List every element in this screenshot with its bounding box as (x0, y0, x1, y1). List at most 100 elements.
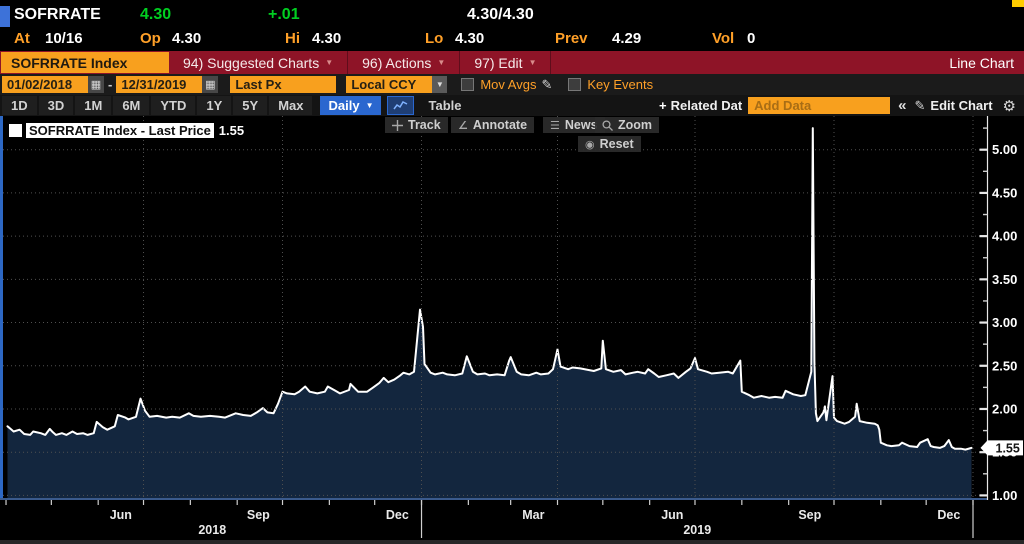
price-change: +.01 (268, 6, 300, 23)
related-data-button[interactable]: + Related Dat (659, 98, 743, 113)
field-label-vol: Vol (712, 30, 735, 47)
chart-legend: SOFRRATE Index - Last Price 1.55 (9, 122, 244, 138)
legend-value: 1.55 (218, 122, 245, 138)
mov-avgs-checkbox[interactable] (461, 78, 475, 91)
field-toolbar: 01/02/2018 ▦ - 12/31/2019 ▦ Last Px Loca… (0, 74, 1024, 95)
range-3d[interactable]: 3D (38, 96, 74, 115)
x-tick-label: Jun (110, 508, 132, 522)
plus-icon: + (659, 98, 667, 113)
menu-suggested-charts[interactable]: 94) Suggested Charts ▼ (169, 51, 349, 74)
track-button[interactable]: Track (385, 117, 448, 133)
field-value-at: 10/16 (45, 30, 83, 47)
price-field-select[interactable]: Last Px (230, 76, 337, 93)
y-tick-label: 3.50 (992, 272, 1017, 287)
line-chart-type-button[interactable] (387, 96, 415, 115)
date-range-dash: - (108, 77, 113, 92)
pencil-icon: ✎ (914, 97, 926, 113)
legend-checkbox[interactable] (9, 123, 22, 137)
series-line (6, 127, 973, 451)
chevron-down-icon: ▼ (365, 101, 374, 110)
x-tick-label: Mar (522, 508, 544, 522)
x-axis: Jun Sep Dec Mar Jun Sep Dec 2018 2019 (5, 500, 974, 538)
gear-icon[interactable]: ⚙ (1002, 97, 1016, 115)
pencil-icon[interactable]: ✎ (541, 76, 553, 92)
field-value-lo: 4.30 (455, 30, 485, 47)
chevron-down-icon: ▼ (528, 58, 537, 67)
y-axis: 1.001.502.002.503.003.504.004.505.00 (979, 116, 1017, 503)
y-tick-label: 3.00 (992, 315, 1017, 330)
table-button[interactable]: Table (428, 98, 462, 113)
x-tick-label: Dec (937, 508, 960, 522)
field-label-lo: Lo (425, 30, 444, 47)
news-icon: ☰ (550, 119, 560, 132)
period-bar: 1D 3D 1M 6M YTD 1Y 5Y Max Daily ▼ Table … (0, 95, 1024, 116)
field-label-prev: Prev (555, 30, 588, 47)
currency-select[interactable]: Local CCY (346, 76, 433, 93)
menu-actions[interactable]: 96) Actions ▼ (348, 51, 461, 74)
last-price: 4.30 (140, 6, 172, 23)
range-1d[interactable]: 1D (2, 96, 37, 115)
date-from-input[interactable]: 01/02/2018 (2, 76, 88, 93)
edit-chart-button[interactable]: ✎ Edit Chart (914, 97, 993, 114)
calendar-icon[interactable]: ▦ (202, 76, 219, 93)
chevron-down-icon[interactable]: ▼ (432, 76, 448, 93)
frequency-select[interactable]: Daily ▼ (320, 96, 382, 115)
reset-button[interactable]: ◉ Reset (578, 136, 641, 152)
quote-panel: SOFRRATE 4.30 +.01 4.30/4.30 At 10/16 Op… (0, 0, 1024, 51)
reset-icon: ◉ (585, 138, 595, 151)
legend-label[interactable]: SOFRRATE Index - Last Price (26, 122, 214, 138)
menu-edit[interactable]: 97) Edit ▼ (460, 51, 552, 74)
line-chart-icon (393, 101, 408, 110)
annotate-icon: ∠ (458, 119, 468, 132)
range-max[interactable]: Max (269, 96, 313, 115)
y-tick-label: 1.00 (992, 488, 1017, 503)
plot-frame (0, 116, 988, 500)
bid-ask: 4.30/4.30 (467, 6, 534, 23)
series (6, 127, 973, 498)
date-to-input[interactable]: 12/31/2019 (116, 76, 203, 93)
svg-text:1.55: 1.55 (996, 441, 1020, 455)
year-label: 2018 (198, 523, 226, 537)
year-label: 2019 (683, 523, 711, 537)
field-label-hi: Hi (285, 30, 300, 47)
calendar-icon[interactable]: ▦ (88, 76, 104, 93)
bottom-strip (0, 540, 1024, 544)
news-button[interactable]: ☰ News (543, 117, 605, 133)
last-price-marker: 1.55 (980, 440, 1023, 456)
field-label-op: Op (140, 30, 161, 47)
track-icon (392, 119, 403, 131)
y-tick-label: 5.00 (992, 142, 1017, 157)
field-value-prev: 4.29 (612, 30, 642, 47)
x-tick-label: Jun (661, 508, 683, 522)
range-1m[interactable]: 1M (75, 96, 112, 115)
key-events-checkbox[interactable] (568, 78, 582, 91)
menu-bar: SOFRRATE Index 94) Suggested Charts ▼ 96… (0, 51, 1024, 74)
zoom-button[interactable]: Zoom (595, 117, 660, 133)
chevron-down-icon: ▼ (437, 58, 446, 67)
range-ytd[interactable]: YTD (151, 96, 196, 115)
series-area (7, 128, 972, 498)
field-value-op: 4.30 (172, 30, 202, 47)
security-field[interactable]: SOFRRATE Index (1, 52, 169, 73)
chevron-down-icon: ▼ (325, 58, 334, 67)
annotate-button[interactable]: ∠ Annotate (451, 117, 535, 133)
security-marker (0, 6, 10, 27)
collapse-button[interactable]: « (898, 97, 907, 114)
magnifier-icon (602, 119, 613, 131)
field-value-hi: 4.30 (312, 30, 342, 47)
range-1y[interactable]: 1Y (197, 96, 232, 115)
y-tick-label: 4.50 (992, 185, 1017, 200)
y-tick-label: 2.50 (992, 358, 1017, 373)
range-5y[interactable]: 5Y (233, 96, 268, 115)
y-tick-label: 4.00 (992, 229, 1017, 244)
chart-type-label: Line Chart (949, 54, 1014, 71)
key-events-label[interactable]: Key Events (587, 77, 654, 92)
add-data-input[interactable]: Add Data (748, 97, 891, 114)
field-value-vol: 0 (747, 30, 756, 47)
corner-flag (1012, 0, 1024, 7)
x-tick-label: Sep (247, 508, 270, 522)
mov-avgs-label[interactable]: Mov Avgs (480, 77, 537, 92)
range-6m[interactable]: 6M (113, 96, 150, 115)
